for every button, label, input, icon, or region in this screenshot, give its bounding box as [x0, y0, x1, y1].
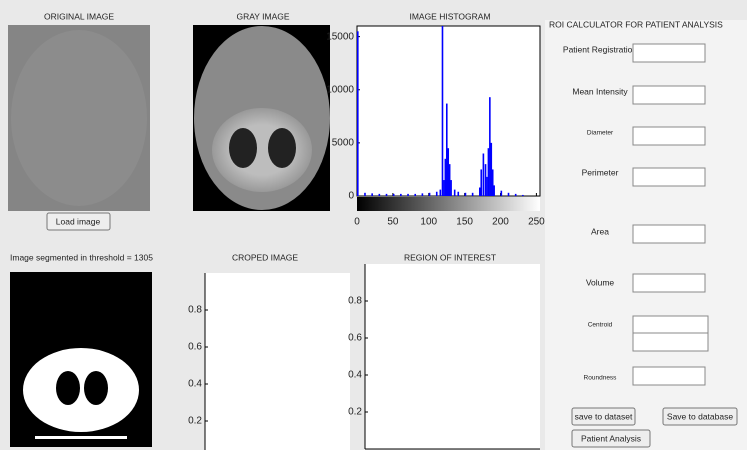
- bar: [486, 177, 488, 196]
- x-tick-label: 200: [492, 217, 509, 228]
- bar: [429, 193, 431, 196]
- field-label: Centroid: [588, 322, 613, 329]
- y-tick-label: 0.6: [188, 342, 202, 353]
- chart-title: IMAGE HISTOGRAM: [409, 11, 490, 21]
- x-tick-label: 50: [387, 217, 399, 228]
- edit-box[interactable]: [633, 274, 705, 292]
- y-tick-label: 0.8: [348, 296, 362, 307]
- bar: [490, 143, 492, 196]
- field-label: Diameter: [587, 130, 614, 137]
- bar: [443, 180, 445, 196]
- bar: [501, 191, 503, 196]
- bar: [393, 194, 395, 196]
- panel-title: GRAY IMAGE: [236, 11, 289, 21]
- bar: [357, 31, 359, 196]
- bar: [457, 192, 459, 196]
- image-content: [268, 128, 296, 168]
- edit-box[interactable]: [633, 168, 705, 186]
- x-tick-label: 100: [420, 217, 437, 228]
- y-tick-label: 0.6: [348, 333, 362, 344]
- edit-box[interactable]: [633, 44, 705, 62]
- panel-title: Image segmented in threshold = 1305: [10, 252, 153, 262]
- edit-box[interactable]: [633, 333, 708, 351]
- bar: [386, 194, 388, 196]
- field-label: Roundness: [584, 375, 618, 382]
- x-tick-label: 150: [456, 217, 473, 228]
- bar: [493, 185, 495, 196]
- bar: [485, 164, 487, 196]
- button-label[interactable]: Save to database: [667, 411, 733, 421]
- bar: [436, 192, 438, 196]
- bar: [414, 194, 416, 196]
- x-tick-label: 0: [354, 217, 360, 228]
- bar: [472, 193, 474, 196]
- image-content: [35, 436, 127, 439]
- bar: [407, 194, 409, 196]
- button-label[interactable]: save to dataset: [575, 411, 633, 421]
- bar: [492, 169, 494, 196]
- bar: [440, 190, 442, 196]
- page: ORIGINAL IMAGE Load image GRAY IMAGE Ima…: [0, 0, 747, 450]
- y-tick-label: 0.4: [348, 370, 362, 381]
- bar: [488, 148, 490, 196]
- field-label: Patient Registration: [563, 44, 637, 54]
- bar: [442, 26, 444, 196]
- panel-title: ROI CALCULATOR FOR PATIENT ANALYSIS: [549, 19, 723, 29]
- plot-area: [365, 264, 540, 449]
- y-tick-label: 10000: [326, 84, 354, 95]
- bar: [364, 193, 366, 196]
- edit-box[interactable]: [633, 127, 705, 145]
- y-tick-label: 0.4: [188, 379, 202, 390]
- chart-title: REGION OF INTEREST: [404, 252, 496, 262]
- image-content: [229, 128, 257, 168]
- bar: [489, 97, 491, 196]
- bar: [379, 194, 381, 196]
- y-tick-label: 0.2: [188, 416, 202, 427]
- edit-box[interactable]: [633, 316, 708, 334]
- image-content: [56, 371, 80, 405]
- bar: [479, 188, 481, 197]
- bar: [454, 190, 456, 196]
- y-tick-label: 0.8: [188, 305, 202, 316]
- edit-box[interactable]: [633, 367, 705, 385]
- y-tick-label: 15000: [326, 31, 354, 42]
- button-label[interactable]: Load image: [56, 216, 101, 226]
- edit-box[interactable]: [633, 225, 705, 243]
- button-label[interactable]: Patient Analysis: [581, 433, 641, 443]
- image-content: [212, 108, 312, 192]
- bar: [508, 193, 510, 196]
- plot-area: [205, 273, 350, 450]
- edit-box[interactable]: [633, 86, 705, 104]
- bar: [465, 193, 467, 196]
- panel-title: ORIGINAL IMAGE: [44, 11, 114, 21]
- y-tick-label: 0.2: [348, 407, 362, 418]
- bar: [371, 193, 373, 196]
- bar: [449, 164, 451, 196]
- bar: [447, 148, 449, 196]
- bar: [445, 159, 447, 196]
- bar: [400, 194, 402, 196]
- bar: [450, 180, 452, 196]
- image-content: [11, 30, 147, 206]
- bar: [522, 195, 524, 196]
- image-content: [84, 371, 108, 405]
- bar: [422, 193, 424, 196]
- field-label: Mean Intensity: [572, 86, 628, 96]
- image-content: [23, 348, 139, 432]
- chart-title: CROPED IMAGE: [232, 252, 298, 262]
- field-label: Area: [591, 226, 609, 236]
- matlab-gui: ORIGINAL IMAGE Load image GRAY IMAGE Ima…: [0, 0, 747, 450]
- bar: [446, 104, 448, 196]
- bar: [480, 169, 482, 196]
- field-label: Perimeter: [582, 167, 619, 177]
- bar: [483, 154, 485, 197]
- y-tick-label: 0: [348, 191, 354, 202]
- y-tick-label: 5000: [332, 138, 355, 149]
- colorbar: [357, 197, 540, 211]
- bar: [515, 194, 517, 196]
- field-label: Volume: [586, 277, 615, 287]
- x-tick-label: 250: [528, 217, 545, 228]
